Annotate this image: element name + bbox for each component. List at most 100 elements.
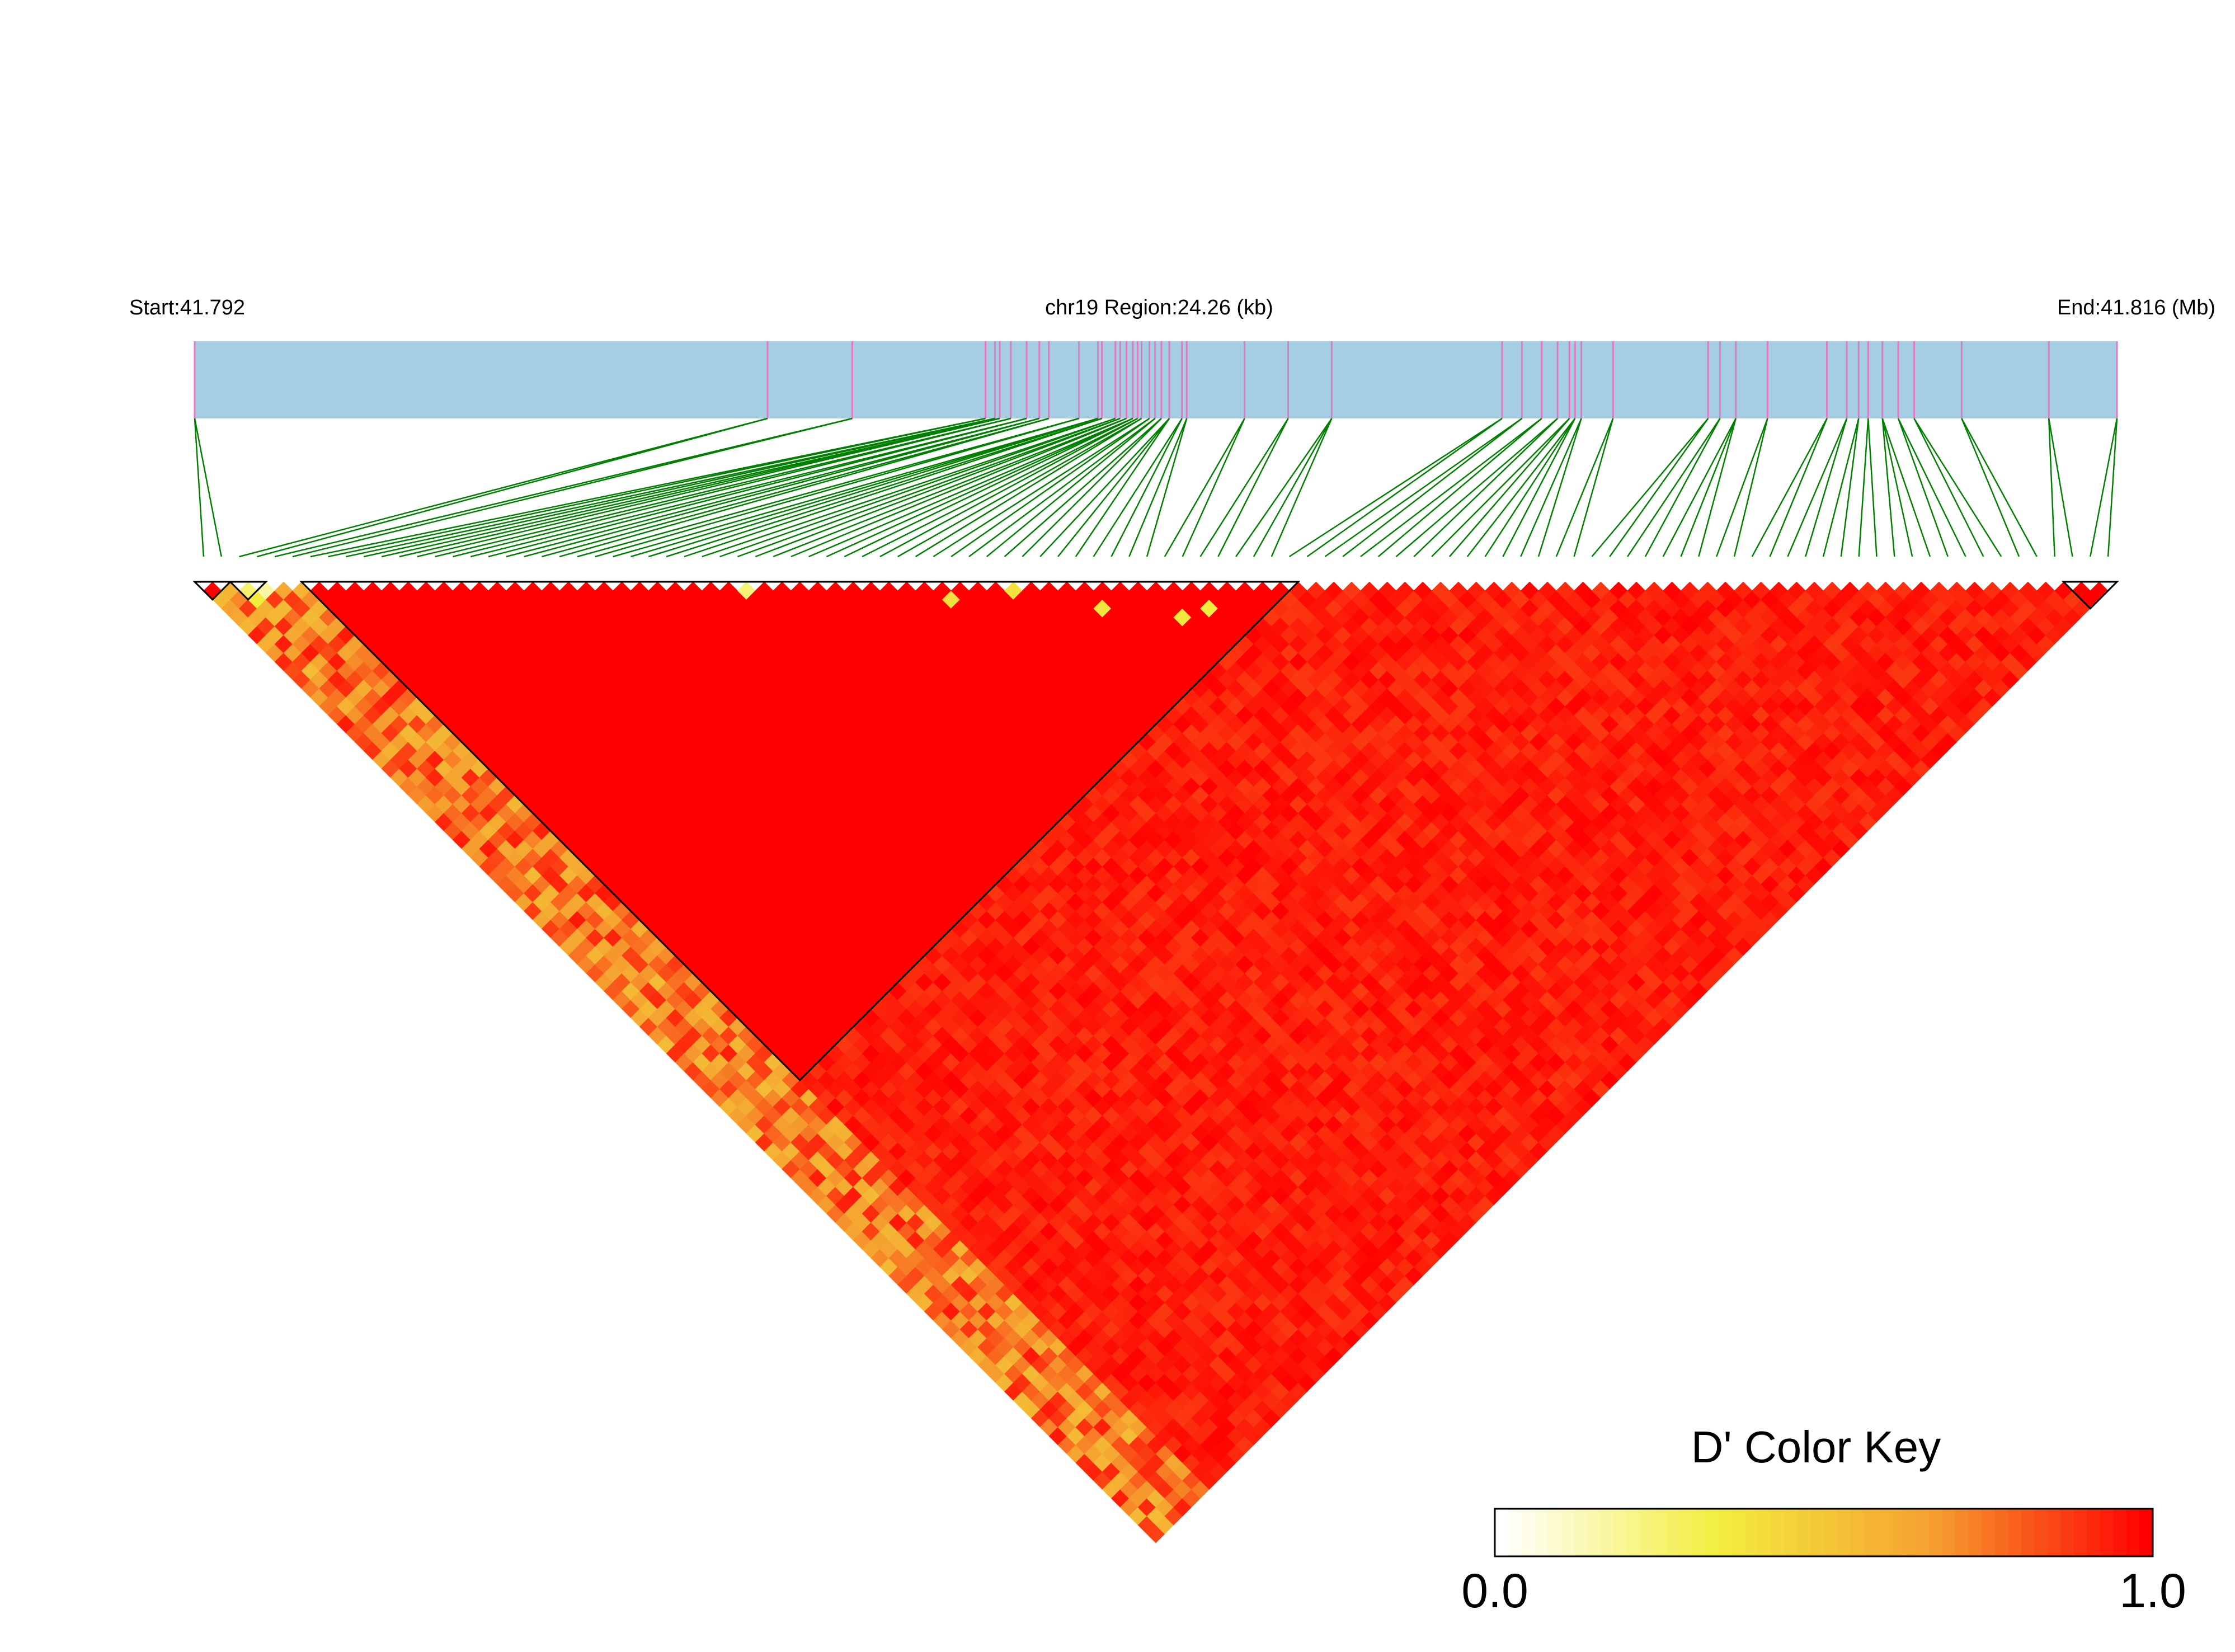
snp-connector: [1751, 418, 1828, 557]
snp-connector: [737, 417, 1121, 558]
snp-connector: [1128, 418, 1188, 557]
snp-connector: [666, 417, 1103, 558]
snp-connector: [1253, 418, 1333, 557]
snp-connector: [1377, 418, 1542, 557]
snp-connector: [613, 417, 1098, 558]
snp-connector: [1644, 418, 1721, 557]
snp-connector: [363, 417, 995, 558]
snp-connector: [719, 417, 1116, 558]
snp-connector: [755, 417, 1121, 558]
snp-connector: [1111, 418, 1183, 557]
snp-connector: [524, 417, 1040, 558]
snp-connector: [1881, 418, 1895, 557]
snp-connector: [1609, 418, 1709, 557]
snp-connector: [1591, 418, 1709, 557]
snp-connector: [1431, 418, 1570, 557]
snp-connector: [1306, 417, 1503, 558]
snp-connector: [1881, 418, 1913, 557]
snp-connector: [1961, 418, 2038, 557]
snp-connector: [1288, 417, 1503, 558]
region-end-label: End:41.816 (Mb): [2057, 296, 2215, 319]
snp-connector: [417, 417, 1000, 558]
snp-connector: [1520, 418, 1582, 557]
snp-connector: [1805, 418, 1848, 557]
snp-connector: [1555, 418, 1614, 557]
snp-connector: [1573, 418, 1614, 557]
snp-connector: [1022, 418, 1162, 557]
snp-connector: [1680, 418, 1737, 557]
snp-connector: [1897, 418, 1949, 557]
snp-connector: [1057, 418, 1170, 557]
snp-connector: [559, 417, 1050, 558]
snp-connector: [702, 417, 1116, 558]
region-start-label: Start:41.792: [129, 296, 245, 319]
snp-connector: [1502, 418, 1576, 557]
snp-connector: [488, 417, 1027, 558]
snp-connector: [1867, 418, 1878, 557]
snp-connector: [630, 417, 1098, 558]
snp-connector: [1360, 418, 1542, 557]
snp-connector: [470, 417, 1027, 558]
snp-connector: [1342, 418, 1523, 557]
snp-connector: [328, 417, 986, 558]
snp-connector: [1199, 418, 1289, 557]
region-title: chr19 Region:24.26 (kb): [1045, 296, 1273, 319]
snp-connector: [951, 417, 1150, 558]
snp-connector: [194, 418, 205, 557]
snp-connector: [1004, 418, 1162, 557]
snp-connector: [1217, 418, 1289, 557]
snp-connector: [2090, 418, 2118, 557]
snp-connector: [1913, 418, 1984, 557]
snp-connector: [1698, 418, 1737, 557]
snp-connector: [2048, 418, 2055, 557]
snp-connector: [897, 417, 1142, 558]
snp-connector: [862, 417, 1138, 558]
snp-connector: [435, 417, 1011, 558]
snp-connector: [292, 417, 853, 558]
dprime-cells: [203, 581, 2109, 1543]
snp-connector: [1164, 418, 1245, 557]
snp-connector: [1075, 418, 1170, 557]
snp-connector: [844, 417, 1133, 558]
snp-connector: [1858, 418, 1869, 557]
snp-connector: [968, 417, 1156, 558]
snp-connector: [194, 418, 222, 557]
snp-connector: [1961, 418, 2020, 557]
snp-connector: [1537, 418, 1582, 557]
snp-connector: [506, 417, 1040, 558]
snp-connector: [986, 418, 1156, 557]
snp-connector: [1182, 418, 1245, 557]
snp-position-ticks: [194, 341, 2118, 418]
snp-connector: [1913, 418, 2002, 557]
snp-connector: [595, 417, 1079, 558]
snp-connector: [1787, 418, 1848, 557]
snp-connector: [1484, 418, 1576, 557]
snp-connector: [1627, 418, 1721, 557]
snp-connector: [257, 417, 768, 558]
snp-connector: [826, 417, 1133, 558]
snp-connector-lines: [194, 417, 2118, 558]
snp-connector: [1881, 418, 1931, 557]
snp-connector: [1733, 418, 1768, 557]
snp-connector: [1449, 418, 1570, 557]
snp-connector: [879, 417, 1138, 558]
snp-connector: [1093, 418, 1183, 557]
snp-connector: [648, 417, 1098, 558]
snp-connector: [1039, 418, 1170, 557]
snp-connector: [1897, 418, 1966, 557]
snp-connector: [2048, 418, 2073, 557]
snp-connector: [542, 417, 1050, 558]
snp-connector: [684, 417, 1103, 558]
snp-connector: [577, 417, 1079, 558]
snp-connector: [933, 417, 1150, 558]
snp-connector: [1271, 418, 1333, 557]
snp-connector: [808, 417, 1133, 558]
snp-connector: [239, 417, 768, 558]
snp-connector: [1395, 418, 1558, 557]
snp-connector: [274, 417, 853, 558]
snp-connector: [791, 417, 1127, 558]
snp-connector: [773, 417, 1127, 558]
snp-connector: [1822, 418, 1860, 557]
snp-connector: [1769, 418, 1828, 557]
snp-connector: [2107, 418, 2118, 557]
